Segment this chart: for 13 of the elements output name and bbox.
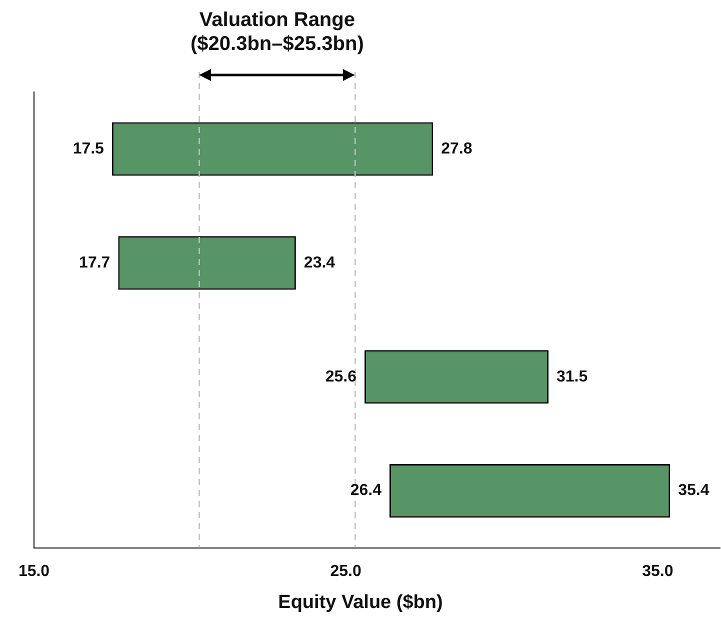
annotation: 26.4 — [350, 482, 382, 500]
annotation: 25.6 — [325, 368, 357, 386]
annotation: 35.4 — [678, 482, 710, 500]
x-tick-label: 25.0 — [330, 562, 362, 580]
annotation: 27.8 — [441, 140, 472, 158]
x-axis-title: Equity Value ($bn) — [277, 592, 444, 614]
annotation: 17.7 — [79, 254, 110, 272]
x-tick-label: 35.0 — [642, 562, 674, 580]
annotation: 17.5 — [72, 140, 104, 158]
x-tick-label: 15.0 — [18, 562, 50, 580]
annotation: 31.5 — [556, 368, 588, 386]
annotation: 23.4 — [304, 254, 336, 272]
chart-title: Valuation Range ($20.3bn–$25.3bn) — [189, 8, 365, 56]
